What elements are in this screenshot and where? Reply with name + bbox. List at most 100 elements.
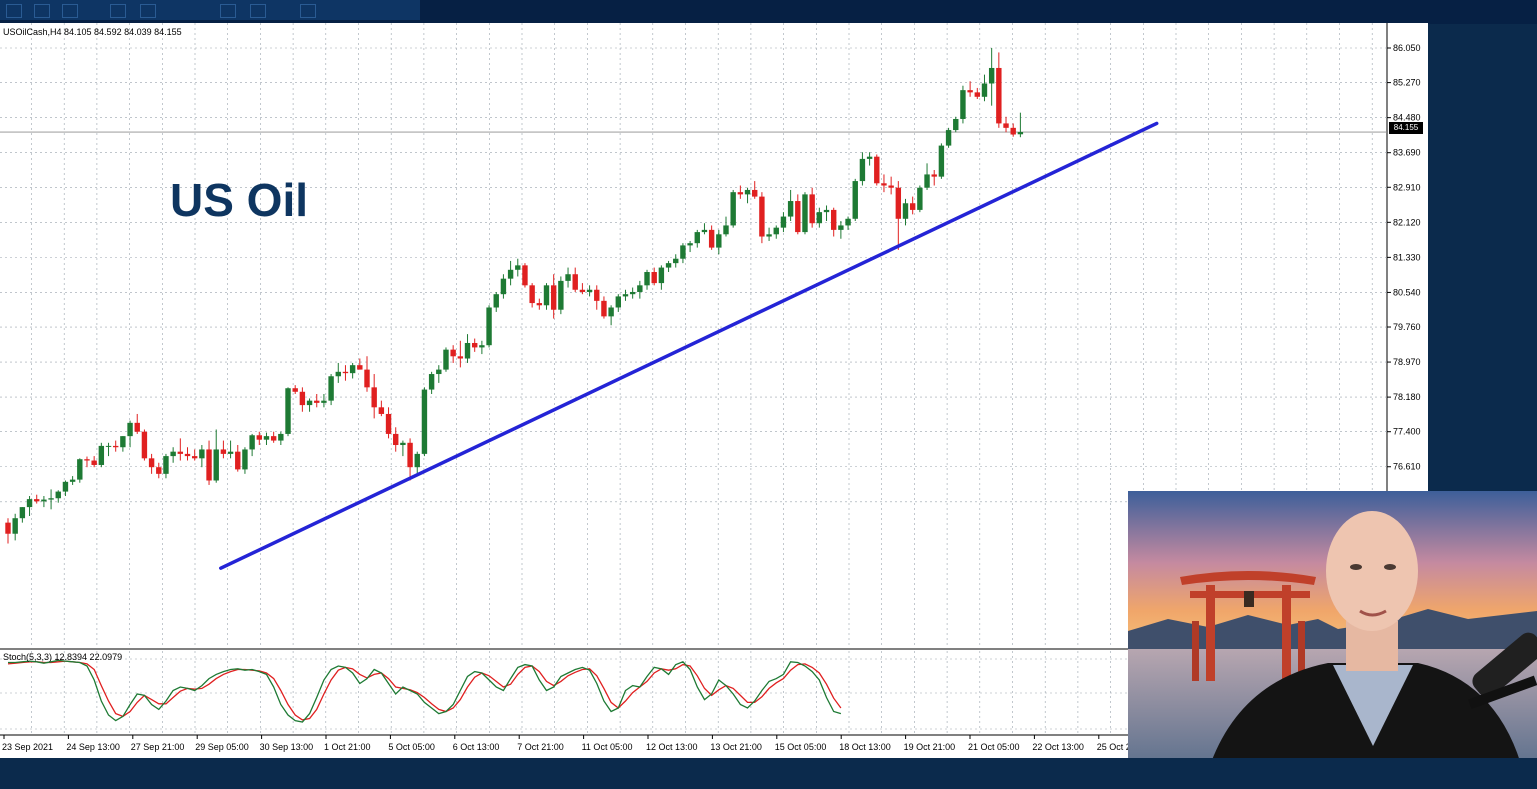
chart-grid: [0, 23, 1387, 735]
candle-body: [141, 431, 148, 459]
candle-body: [12, 518, 18, 534]
price-tick-label: 78.970: [1393, 357, 1421, 367]
candle-body: [220, 449, 227, 454]
candle-body: [543, 285, 550, 306]
candle-body: [759, 196, 765, 237]
time-tick-label: 29 Sep 05:00: [195, 742, 249, 752]
candle-body: [134, 422, 140, 432]
toolbar-button[interactable]: [62, 4, 78, 18]
stochastic-signal-line: [7, 660, 842, 721]
candle-body: [831, 209, 837, 230]
price-tick-label: 82.910: [1393, 182, 1421, 192]
candle-body: [515, 265, 521, 270]
candle-body: [177, 451, 184, 454]
candle-body: [658, 267, 665, 284]
candle-body: [608, 307, 614, 317]
toolbar-button[interactable]: [110, 4, 126, 18]
candle-body: [931, 174, 937, 177]
price-tick-label: 78.180: [1393, 392, 1421, 402]
candle-body: [737, 192, 744, 195]
candlestick-series: [5, 48, 1024, 544]
candle-body: [414, 453, 420, 468]
chart-toolbar: [0, 0, 420, 20]
candle-body: [206, 449, 212, 481]
candle-body: [701, 229, 708, 233]
candle-body: [558, 280, 564, 310]
microphone-icon: [1468, 632, 1537, 709]
symbol-info: USOilCash,H4 84.105 84.592 84.039 84.155: [3, 27, 182, 37]
candle-body: [428, 374, 435, 390]
candle-body: [371, 387, 377, 408]
candle-body: [285, 388, 291, 434]
candle-body: [974, 92, 980, 97]
toolbar-button[interactable]: [6, 4, 22, 18]
time-tick-label: 13 Oct 21:00: [710, 742, 762, 752]
candle-body: [823, 209, 830, 213]
price-tick-label: 83.690: [1393, 148, 1421, 158]
candle-body: [385, 413, 392, 434]
price-tick-label: 86.050: [1393, 43, 1421, 53]
candle-body: [227, 451, 234, 454]
candle-body: [292, 388, 298, 392]
candle-body: [55, 491, 61, 499]
time-tick-label: 21 Oct 05:00: [968, 742, 1020, 752]
price-tick-label: 84.480: [1393, 113, 1421, 123]
candle-body: [163, 456, 169, 474]
toolbar-button[interactable]: [220, 4, 236, 18]
toolbar-button[interactable]: [250, 4, 266, 18]
candle-body: [1010, 127, 1016, 135]
candle-body: [594, 289, 600, 301]
candle-body: [909, 203, 916, 210]
candle-body: [522, 265, 528, 286]
candle-body: [113, 445, 119, 448]
candle-body: [838, 225, 844, 230]
candle-body: [895, 187, 902, 219]
candle-body: [881, 183, 887, 186]
candle-body: [816, 212, 823, 224]
price-tick-label: 79.760: [1393, 322, 1421, 332]
candle-body: [34, 499, 40, 502]
candle-body: [787, 201, 794, 217]
candle-body: [335, 371, 341, 377]
candle-body: [953, 118, 959, 131]
price-tick-label: 80.540: [1393, 287, 1421, 297]
toolbar-button[interactable]: [140, 4, 156, 18]
candle-body: [766, 234, 772, 237]
time-tick-label: 5 Oct 05:00: [388, 742, 435, 752]
candle-body: [5, 522, 11, 534]
candle-body: [342, 371, 349, 374]
toolbar-button[interactable]: [300, 4, 316, 18]
torii-gate-icon: [1180, 571, 1316, 681]
candle-body: [184, 453, 191, 457]
candle-body: [464, 342, 471, 359]
candle-body: [708, 229, 715, 248]
candle-body: [249, 435, 255, 450]
candle-body: [694, 232, 700, 244]
candle-body: [450, 349, 456, 357]
candle-body: [242, 449, 248, 470]
price-tick-label: 76.610: [1393, 462, 1421, 472]
candle-body: [902, 203, 909, 219]
stochastic-label: Stoch(5,3,3) 12.8394 22.0979: [3, 652, 123, 662]
current-price-tag: 84.155: [1389, 122, 1423, 134]
candle-body: [550, 285, 557, 310]
time-tick-label: 7 Oct 21:00: [517, 742, 564, 752]
candle-body: [199, 449, 205, 459]
candle-body: [945, 130, 952, 146]
time-tick-label: 24 Sep 13:00: [66, 742, 120, 752]
time-tick-label: 11 Oct 05:00: [582, 742, 633, 752]
price-tick-label: 82.120: [1393, 217, 1421, 227]
candle-body: [874, 156, 880, 184]
candle-body: [407, 442, 413, 468]
toolbar-button[interactable]: [34, 4, 50, 18]
candle-body: [69, 479, 76, 482]
candle-body: [579, 289, 586, 292]
candle-body: [306, 400, 313, 406]
presenter-video-frame: [1128, 491, 1537, 771]
candle-body: [486, 307, 492, 346]
candle-body: [507, 269, 514, 279]
candle-body: [988, 67, 995, 84]
candle-body: [148, 458, 155, 468]
window-bottom-strip: [0, 758, 1537, 789]
candle-body: [673, 258, 679, 264]
